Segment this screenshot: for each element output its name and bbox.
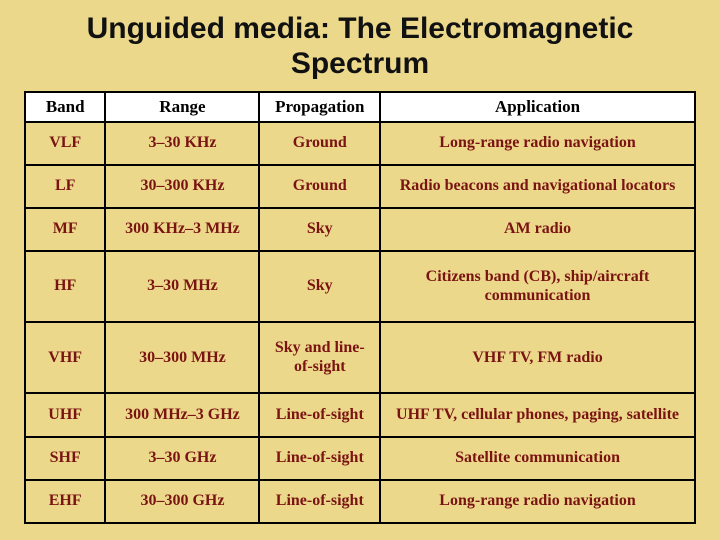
cell-band: VHF [25,322,105,393]
header-row: Band Range Propagation Application [25,92,695,122]
cell-range: 300 MHz–3 GHz [105,393,259,436]
table-row: MF 300 KHz–3 MHz Sky AM radio [25,208,695,251]
cell-range: 300 KHz–3 MHz [105,208,259,251]
cell-band: MF [25,208,105,251]
slide-root: Unguided media: The Electromagnetic Spec… [0,0,720,540]
cell-propagation: Sky [259,251,380,322]
cell-range: 30–300 KHz [105,165,259,208]
spectrum-table: Band Range Propagation Application VLF 3… [24,91,696,524]
cell-application: AM radio [380,208,695,251]
cell-propagation: Ground [259,122,380,165]
cell-propagation: Sky [259,208,380,251]
cell-range: 30–300 GHz [105,480,259,523]
cell-band: LF [25,165,105,208]
cell-range: 3–30 GHz [105,437,259,480]
table-container: Band Range Propagation Application VLF 3… [24,91,696,524]
cell-application: UHF TV, cellular phones, paging, satelli… [380,393,695,436]
header-band: Band [25,92,105,122]
cell-band: UHF [25,393,105,436]
header-propagation: Propagation [259,92,380,122]
cell-application: Long-range radio navigation [380,480,695,523]
table-head: Band Range Propagation Application [25,92,695,122]
cell-range: 3–30 MHz [105,251,259,322]
title-line-2: Spectrum [291,47,429,80]
cell-propagation: Line-of-sight [259,393,380,436]
table-row: EHF 30–300 GHz Line-of-sight Long-range … [25,480,695,523]
cell-propagation: Ground [259,165,380,208]
header-application: Application [380,92,695,122]
table-row: SHF 3–30 GHz Line-of-sight Satellite com… [25,437,695,480]
cell-propagation: Line-of-sight [259,480,380,523]
cell-range: 3–30 KHz [105,122,259,165]
cell-application: Citizens band (CB), ship/aircraft commun… [380,251,695,322]
table-row: HF 3–30 MHz Sky Citizens band (CB), ship… [25,251,695,322]
table-body: VLF 3–30 KHz Ground Long-range radio nav… [25,122,695,523]
cell-band: SHF [25,437,105,480]
cell-application: VHF TV, FM radio [380,322,695,393]
cell-application: Radio beacons and navigational locators [380,165,695,208]
cell-band: VLF [25,122,105,165]
cell-range: 30–300 MHz [105,322,259,393]
table-row: LF 30–300 KHz Ground Radio beacons and n… [25,165,695,208]
slide-title: Unguided media: The Electromagnetic Spec… [24,12,696,81]
cell-propagation: Line-of-sight [259,437,380,480]
cell-band: EHF [25,480,105,523]
cell-application: Long-range radio navigation [380,122,695,165]
cell-propagation: Sky and line-of-sight [259,322,380,393]
cell-application: Satellite communication [380,437,695,480]
table-row: UHF 300 MHz–3 GHz Line-of-sight UHF TV, … [25,393,695,436]
table-row: VLF 3–30 KHz Ground Long-range radio nav… [25,122,695,165]
title-line-1: Unguided media: The Electromagnetic [87,12,634,45]
cell-band: HF [25,251,105,322]
header-range: Range [105,92,259,122]
table-row: VHF 30–300 MHz Sky and line-of-sight VHF… [25,322,695,393]
